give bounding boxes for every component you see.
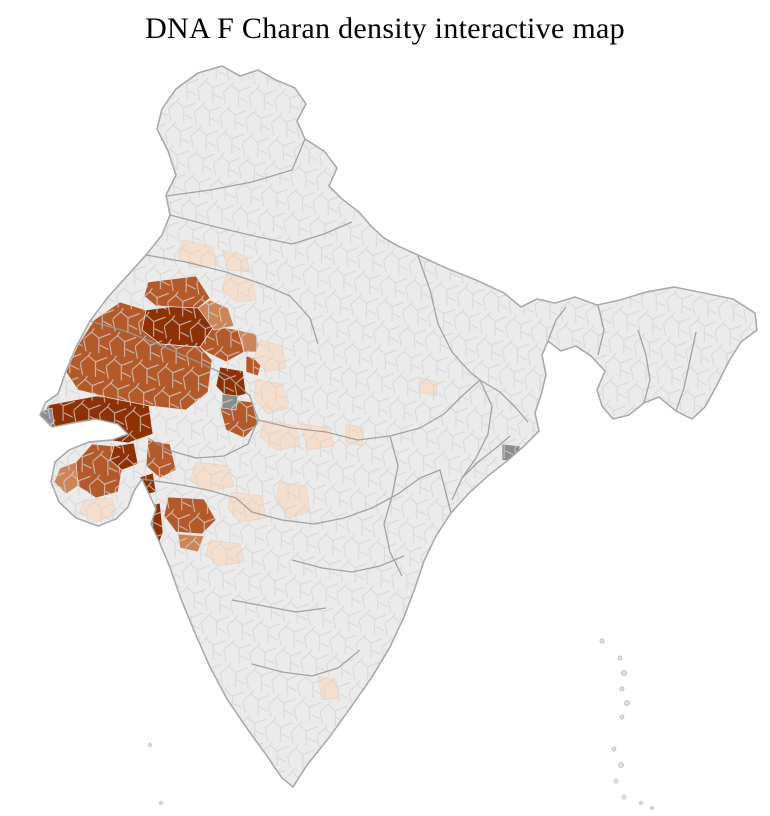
lakshadweep-islands[interactable] xyxy=(148,743,163,805)
page-title: DNA F Charan density interactive map xyxy=(145,12,625,45)
island[interactable] xyxy=(619,686,625,692)
island[interactable] xyxy=(621,670,627,676)
state-borders xyxy=(89,138,697,677)
island[interactable] xyxy=(159,801,163,805)
island[interactable] xyxy=(621,794,627,800)
district-boundaries-mesh xyxy=(40,66,757,787)
island[interactable] xyxy=(650,806,654,810)
island[interactable] xyxy=(624,700,630,706)
andaman-nicobar-islands[interactable] xyxy=(599,638,654,810)
island[interactable] xyxy=(599,638,605,644)
island[interactable] xyxy=(148,743,152,747)
island[interactable] xyxy=(619,714,625,720)
island[interactable] xyxy=(639,801,643,805)
island[interactable] xyxy=(617,655,623,661)
island[interactable] xyxy=(618,762,624,768)
island[interactable] xyxy=(611,746,617,752)
island[interactable] xyxy=(613,778,619,784)
